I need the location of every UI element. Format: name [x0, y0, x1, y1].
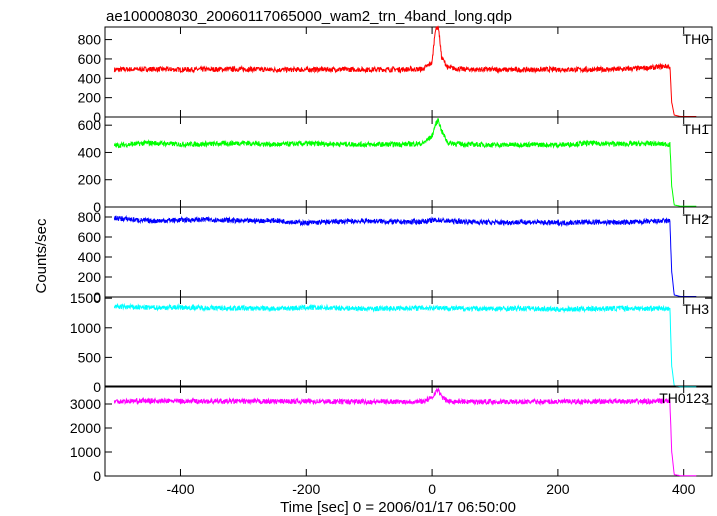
- x-tick-label: 400: [672, 481, 696, 497]
- y-tick-label: 600: [78, 51, 102, 67]
- y-tick-label: 200: [78, 172, 102, 188]
- panel-th0123: 0 1000 2000 3000 TH0123: [70, 385, 713, 484]
- series-line-th3: [113, 302, 697, 388]
- series-line-th0: [113, 25, 697, 117]
- y-tick-label: 800: [78, 32, 102, 48]
- panel-label: TH3: [683, 301, 710, 317]
- panel-frame: [104, 116, 713, 208]
- y-tick-label: 1000: [70, 444, 101, 460]
- y-tick-label: 0: [93, 379, 101, 395]
- y-tick-label: 500: [78, 349, 102, 365]
- x-tick-label: -400: [166, 481, 194, 497]
- panel-label: TH0123: [659, 390, 709, 406]
- y-tick-label: 200: [78, 269, 102, 285]
- y-tick-label: 600: [78, 229, 102, 245]
- x-tick-label: -200: [292, 481, 320, 497]
- panel-label: TH0: [683, 31, 710, 47]
- y-tick-label: 400: [78, 144, 102, 160]
- chart-title: ae100008030_20060117065000_wam2_trn_4ban…: [106, 8, 512, 25]
- x-axis-label: Time [sec] 0 = 2006/01/17 06:50:00: [280, 499, 516, 516]
- x-tick-label: 0: [428, 481, 436, 497]
- y-tick-label: 2000: [70, 420, 101, 436]
- x-tick-label: 200: [546, 481, 570, 497]
- y-tick-label: 0: [93, 199, 101, 215]
- y-tick-label: 0: [93, 289, 101, 305]
- y-tick-label: 400: [78, 249, 102, 265]
- y-tick-label: 200: [78, 90, 102, 106]
- panel-th1: 0 200 400 600 TH1: [78, 116, 713, 215]
- panel-th0: 0 200 400 600 800 TH0: [78, 25, 713, 125]
- panel-frame: [104, 296, 713, 388]
- panel-th3: 0 500 1000 1500 TH3: [70, 290, 713, 395]
- y-axis-label: Counts/sec: [33, 218, 50, 294]
- y-tick-label: 1000: [70, 320, 101, 336]
- panel-label: TH2: [683, 211, 710, 227]
- x-axis: -400 -200 0 200 400: [166, 481, 695, 497]
- y-tick-label: 3000: [70, 396, 101, 412]
- y-tick-label: 600: [78, 117, 102, 133]
- panel-frame: [104, 26, 713, 118]
- series-line-th1: [113, 118, 697, 207]
- y-tick-label: 800: [78, 209, 102, 225]
- panels-group: 0 200 400 600 800 TH0 0 200 400 600 TH1 0 200 400 600 8…: [70, 25, 713, 484]
- y-tick-label: 0: [93, 109, 101, 125]
- series-line-th0123: [113, 387, 697, 477]
- panel-label: TH1: [683, 121, 710, 137]
- panel-th2: 0 200 400 600 800 TH2: [78, 206, 713, 305]
- y-tick-label: 1500: [70, 290, 101, 306]
- y-tick-label: 0: [93, 468, 101, 484]
- panel-frame: [104, 385, 713, 477]
- y-tick-label: 400: [78, 70, 102, 86]
- series-line-th2: [113, 214, 697, 297]
